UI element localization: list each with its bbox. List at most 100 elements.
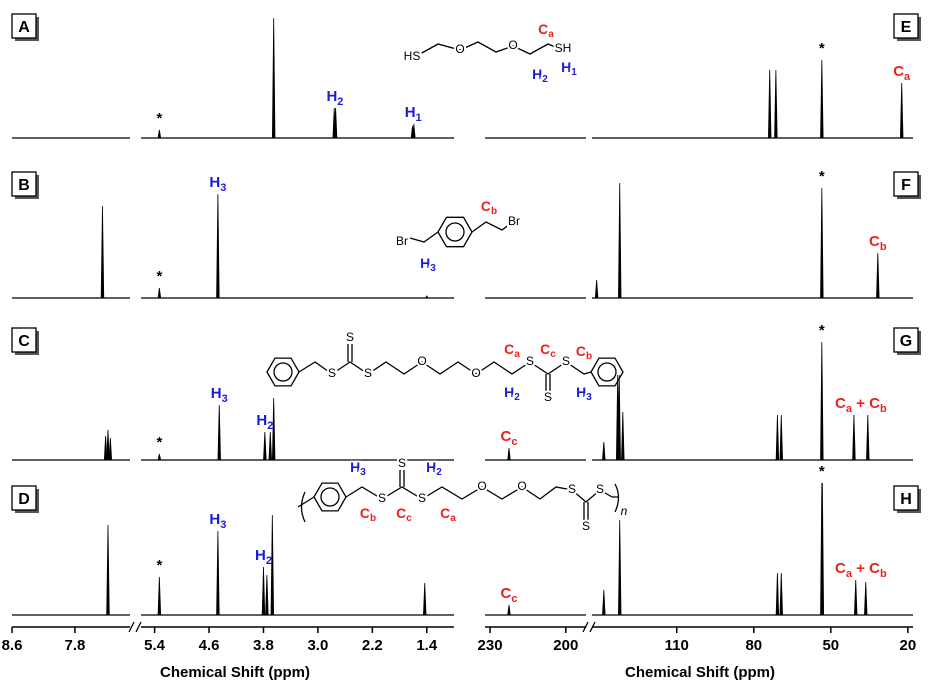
- peak: [602, 441, 606, 461]
- label-text: H: [576, 384, 586, 400]
- panel-box: [893, 485, 919, 511]
- subscript: b: [586, 351, 592, 362]
- peak: [820, 187, 824, 299]
- label-text: H: [209, 511, 220, 528]
- subscript: 2: [337, 96, 343, 108]
- ring: [437, 216, 473, 248]
- structure-label: SH: [555, 41, 572, 55]
- structure-label: Cb: [481, 198, 497, 217]
- label-text: SH: [555, 41, 572, 55]
- panel-box: [893, 13, 919, 39]
- peak-annotation: *: [819, 463, 825, 480]
- structure-label: S: [544, 390, 552, 404]
- label-text: C: [538, 21, 548, 37]
- peak: [157, 453, 162, 461]
- peak-annotation: H2: [255, 547, 272, 567]
- subscript: b: [880, 241, 887, 253]
- subscript: b: [491, 206, 497, 217]
- label-text: O: [455, 42, 464, 56]
- structure-label: Ca: [538, 21, 554, 40]
- structure-label: O: [477, 479, 486, 493]
- peak: [333, 107, 338, 139]
- label-text: S: [418, 491, 426, 505]
- x-tick-label: 200: [553, 637, 578, 654]
- peak-annotation: *: [156, 110, 162, 127]
- label-text: n: [621, 504, 628, 518]
- panel-label: H: [900, 491, 912, 508]
- peak: [261, 566, 266, 616]
- subscript: 3: [222, 393, 228, 405]
- label-text: *: [156, 434, 162, 451]
- peak: [270, 514, 275, 616]
- label-text: C: [869, 233, 880, 250]
- axis-break: [128, 621, 142, 633]
- peak-annotation: H1: [405, 104, 422, 124]
- subscript: 2: [542, 74, 548, 85]
- peak: [157, 576, 162, 616]
- peak: [852, 414, 856, 461]
- subscript: a: [450, 513, 456, 524]
- structure-label: Br: [396, 234, 408, 248]
- peak: [424, 295, 429, 299]
- label-text: H: [255, 547, 266, 564]
- label-text: C: [576, 343, 586, 359]
- peak: [100, 205, 105, 299]
- structure-label: H3: [350, 459, 366, 478]
- axis-break: [582, 621, 596, 633]
- panel-box: [11, 13, 37, 39]
- peak-annotation: *: [156, 268, 162, 285]
- peak: [103, 435, 108, 461]
- label-text: Br: [508, 214, 520, 228]
- peak: [594, 279, 599, 299]
- ring: [313, 482, 347, 512]
- structure-label: S: [378, 491, 386, 505]
- peak-annotation: *: [156, 557, 162, 574]
- peak: [775, 572, 780, 616]
- subscript: b: [880, 568, 887, 580]
- ring: [320, 487, 340, 507]
- bond: [345, 486, 613, 503]
- peak-annotation: Cc: [501, 585, 518, 605]
- peak: [268, 431, 273, 461]
- x-tick-label: 110: [665, 637, 689, 654]
- x-tick-label: 3.8: [253, 637, 274, 654]
- label-text: S: [328, 366, 336, 380]
- ring: [273, 362, 293, 382]
- peak-annotation: Ca: [893, 63, 911, 83]
- peak: [602, 589, 606, 616]
- x-tick-label: 8.6: [2, 637, 23, 654]
- peak: [621, 411, 625, 461]
- label-text: C: [501, 428, 512, 445]
- peak: [263, 431, 267, 461]
- label-text: *: [156, 557, 162, 574]
- structure-label: H2: [504, 384, 520, 403]
- peak: [217, 404, 221, 461]
- x-axis-label: Chemical Shift (ppm): [160, 664, 310, 681]
- structure-label: S: [364, 366, 372, 380]
- label-text: S: [596, 482, 604, 496]
- label-text: O: [417, 354, 426, 368]
- x-tick-label: 1.4: [416, 637, 438, 654]
- label-text: O: [471, 366, 480, 380]
- label-text: *: [156, 110, 162, 127]
- subscript: 3: [220, 182, 226, 194]
- structure-label: HS: [404, 49, 421, 63]
- structure-label: S: [526, 354, 534, 368]
- x-tick-label: 230: [478, 637, 503, 654]
- x-tick-label: 5.4: [144, 637, 166, 654]
- label-text: H: [256, 412, 267, 429]
- subscript: a: [514, 349, 520, 360]
- label-text: S: [378, 491, 386, 505]
- structure-label: Cc: [396, 505, 412, 524]
- subscript: c: [406, 513, 412, 524]
- structure-label: Cc: [540, 341, 556, 360]
- peak-annotation: *: [819, 40, 825, 57]
- subscript: 3: [220, 519, 226, 531]
- peak: [899, 82, 904, 139]
- label-text: S: [562, 354, 570, 368]
- subscript: a: [548, 29, 554, 40]
- x-tick-label: 3.0: [307, 637, 328, 654]
- peak: [866, 414, 870, 461]
- peak-annotation: H3: [209, 511, 226, 531]
- subscript: a: [846, 403, 853, 415]
